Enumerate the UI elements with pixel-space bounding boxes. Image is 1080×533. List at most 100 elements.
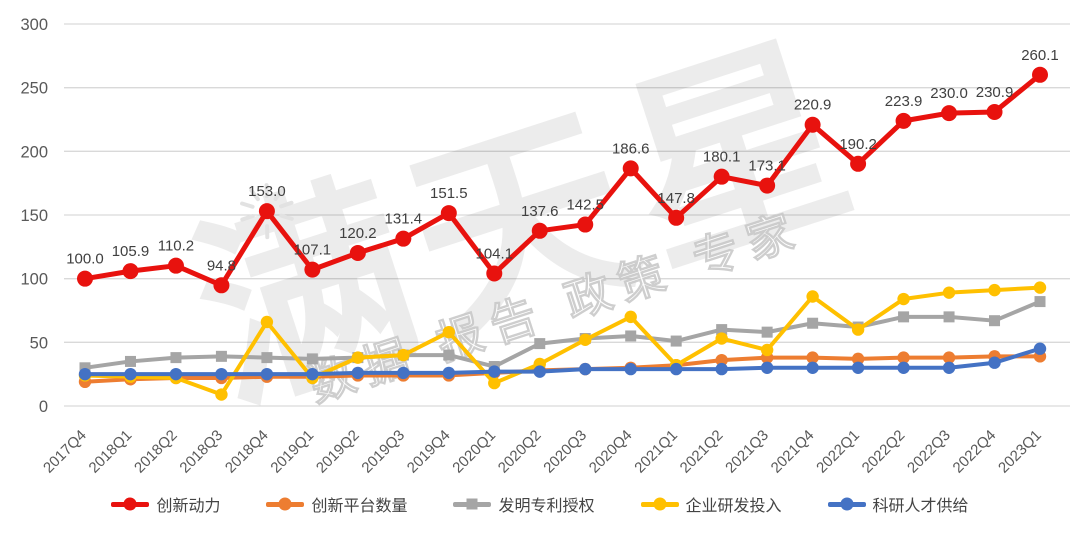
data-point-marker (440, 205, 457, 222)
data-point-marker (1033, 342, 1047, 355)
data-point-marker (579, 333, 592, 346)
x-axis-tick-label: 2022Q1 (813, 427, 863, 477)
data-point-marker (1034, 296, 1046, 308)
data-point-marker (260, 315, 274, 329)
y-axis-tick-label: 250 (20, 80, 48, 98)
x-axis-tick-label: 2017Q4 (40, 427, 90, 477)
series-path-enterprise-rd-investment (84, 285, 1041, 397)
data-point-marker (170, 352, 182, 364)
data-point-marker (851, 361, 865, 374)
data-point-label: 190.2 (839, 136, 877, 153)
data-point-marker (897, 292, 910, 306)
legend-marker-circle-icon (123, 497, 137, 511)
x-axis-tick-label: 2020Q3 (540, 427, 590, 477)
data-point-label: 94.8 (207, 257, 236, 274)
data-point-marker (306, 353, 318, 365)
x-axis-tick-label: 2019Q2 (313, 427, 363, 477)
data-point-marker (759, 177, 776, 194)
data-point-marker (486, 265, 503, 282)
data-point-marker (124, 355, 136, 367)
data-point-label: 100.0 (66, 251, 104, 268)
legend-swatch-research-talent-supply (827, 497, 866, 511)
series-line-innovation-momentum (77, 66, 1048, 294)
data-point-marker (807, 317, 819, 329)
data-point-label: 105.9 (112, 243, 150, 260)
data-point-marker (577, 216, 594, 233)
data-point-label: 107.1 (294, 242, 332, 259)
data-point-marker (534, 338, 546, 350)
data-point-marker (624, 362, 637, 376)
data-point-marker (761, 326, 773, 338)
x-axis-tick-label: 2018Q1 (86, 427, 136, 477)
data-point-label: 230.0 (930, 85, 968, 102)
y-axis-tick-label: 0 (39, 398, 48, 416)
legend-label-enterprise-rd-investment: 企业研发投入 (685, 498, 782, 515)
data-point-marker (622, 160, 639, 177)
data-point-marker (988, 283, 1001, 297)
data-point-marker (349, 244, 366, 261)
data-point-marker (668, 209, 685, 226)
legend-marker-circle-icon (653, 497, 666, 511)
chart-legend: 创新动力 创新平台数量 发明专利授权 企业研发投入 科研人才供给 (0, 492, 1080, 516)
data-point-marker (850, 155, 867, 172)
data-point-marker (78, 367, 92, 381)
legend-marker-square-icon (466, 498, 478, 510)
data-point-marker (124, 367, 137, 381)
data-point-marker (669, 362, 683, 376)
legend-label-innovation-momentum: 创新动力 (156, 498, 221, 515)
legend-item-innovation-platform-count: 创新平台数量 (266, 492, 407, 516)
data-point-marker (716, 324, 728, 336)
data-point-marker (260, 367, 274, 381)
data-point-marker (395, 230, 412, 247)
data-point-marker (351, 366, 365, 380)
data-point-marker (351, 351, 365, 364)
legend-marker-circle-icon (840, 497, 854, 511)
data-point-marker (215, 367, 228, 381)
legend-swatch-innovation-momentum (111, 497, 150, 511)
x-axis-tick-label: 2018Q2 (131, 427, 181, 477)
data-point-label: 110.2 (158, 238, 194, 255)
legend-label-innovation-platform-count: 创新平台数量 (311, 498, 408, 515)
x-axis-labels: 2017Q42018Q12018Q22018Q32018Q42019Q12019… (40, 427, 1045, 477)
data-point-label: 180.1 (703, 149, 741, 166)
data-point-label: 230.9 (976, 84, 1014, 101)
data-point-label: 142.5 (566, 197, 604, 214)
data-point-label: 220.9 (794, 97, 832, 114)
data-point-marker (488, 376, 501, 390)
gridlines: 0 50 100 150 200 250 300 (20, 16, 1070, 416)
legend-marker-circle-icon (278, 497, 292, 511)
data-point-marker (942, 351, 956, 364)
data-point-marker (169, 367, 183, 381)
data-point-marker (988, 356, 1001, 369)
data-point-label: 153.0 (248, 183, 286, 200)
data-point-label: 131.4 (385, 211, 423, 228)
x-axis-tick-label: 2019Q4 (404, 427, 454, 477)
data-point-marker (715, 332, 728, 345)
data-point-marker (306, 367, 319, 381)
data-point-marker (488, 365, 501, 378)
y-axis-tick-label: 50 (30, 334, 48, 352)
legend-item-invention-patent-grants: 发明专利授权 (453, 492, 595, 516)
data-point-marker (443, 349, 455, 361)
data-point-marker (715, 362, 728, 376)
x-axis-tick-label: 2020Q4 (586, 427, 636, 477)
data-point-marker (715, 353, 728, 367)
data-point-label: 120.2 (339, 225, 377, 242)
legend-item-innovation-momentum: 创新动力 (111, 492, 220, 516)
data-point-label: 151.5 (430, 185, 468, 202)
x-axis-tick-label: 2021Q4 (768, 427, 818, 477)
data-point-marker (442, 325, 456, 339)
data-point-marker (941, 105, 958, 122)
data-point-label: 104.1 (476, 245, 514, 262)
legend-swatch-innovation-platform-count (266, 497, 305, 511)
data-point-label: 137.6 (521, 203, 559, 220)
x-axis-tick-label: 2018Q3 (176, 427, 226, 477)
y-axis-tick-label: 100 (20, 271, 48, 289)
data-point-marker (806, 290, 819, 303)
x-axis-tick-label: 2019Q1 (267, 427, 317, 477)
data-point-marker (986, 103, 1003, 120)
data-labels-innovation-momentum: 100.0 105.9 110.2 94.8 153.0 107.1 120.2 131.4 1… (66, 47, 1059, 274)
data-point-label: 147.8 (657, 190, 695, 207)
